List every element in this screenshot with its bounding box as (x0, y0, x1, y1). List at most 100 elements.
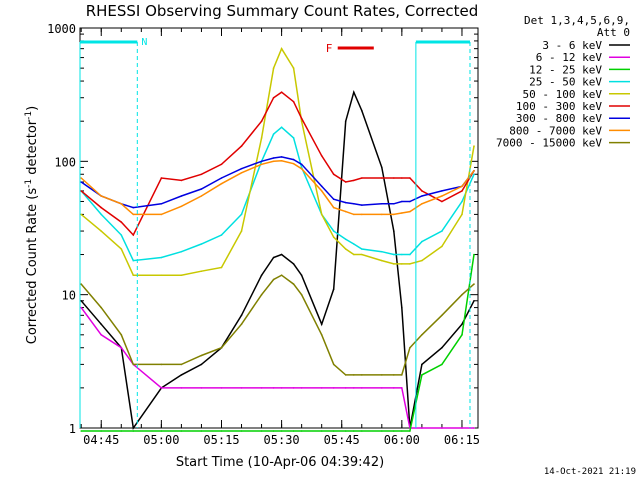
data-point (441, 314, 443, 317)
data-point (272, 133, 275, 135)
data-point (361, 109, 363, 112)
data-point (461, 185, 463, 188)
data-point (180, 430, 183, 432)
data-point (272, 387, 275, 389)
data-point (409, 346, 411, 349)
data-point (409, 430, 411, 432)
legend-entry-label: 7000 - 15000 keV (496, 137, 602, 150)
data-point (393, 387, 395, 389)
data-point (393, 177, 395, 179)
data-point (421, 195, 423, 197)
y-axis-label-sup1: -1 (24, 179, 34, 188)
data-point (260, 120, 263, 122)
data-point (441, 363, 443, 366)
legend-entry-label: 100 - 300 keV (516, 100, 602, 113)
data-point (292, 158, 295, 161)
data-point (120, 334, 123, 336)
data-point (132, 206, 135, 209)
data-point (344, 201, 347, 204)
data-point (180, 205, 183, 208)
data-point (100, 334, 102, 336)
data-point (332, 288, 335, 290)
data-point (421, 374, 423, 376)
data-point (80, 177, 82, 179)
data-point (300, 117, 303, 120)
data-point (401, 430, 403, 432)
legend-entry-label: 3 - 6 keV (542, 39, 602, 52)
data-point (292, 263, 295, 265)
data-point (332, 387, 335, 389)
data-point (320, 190, 323, 192)
data-point (100, 206, 102, 209)
data-point (473, 169, 475, 172)
data-point (381, 203, 383, 205)
data-point (280, 47, 283, 50)
data-point (320, 213, 323, 216)
data-point (272, 278, 275, 281)
data-point (473, 173, 475, 176)
data-point (132, 430, 135, 432)
data-point (320, 430, 323, 432)
data-point (132, 363, 135, 366)
x-tick-label: 05:45 (324, 433, 360, 447)
data-point (461, 190, 463, 192)
data-point (292, 387, 295, 389)
data-point (160, 363, 163, 366)
data-point (80, 306, 82, 309)
data-point (80, 190, 82, 192)
data-point (200, 195, 203, 197)
data-point (393, 203, 395, 205)
x-tick-label: 05:30 (264, 433, 300, 447)
data-point (393, 213, 395, 216)
data-point (272, 96, 275, 99)
legend-header: Det 1,3,4,5,6,9, (524, 14, 630, 27)
data-point (441, 230, 443, 232)
data-point (132, 427, 135, 429)
data-point (381, 213, 383, 216)
data-point (132, 259, 135, 262)
data-point (401, 177, 403, 179)
data-point (160, 256, 163, 259)
data-point (200, 387, 203, 389)
data-point (240, 387, 243, 389)
data-point (240, 323, 243, 326)
data-point (120, 346, 123, 349)
data-point (381, 166, 383, 169)
data-point (240, 167, 243, 170)
data-point (361, 387, 363, 389)
data-point (272, 256, 275, 259)
data-point (441, 200, 443, 203)
data-point (300, 120, 303, 122)
data-point (180, 274, 183, 277)
data-point (220, 182, 223, 185)
data-point (409, 210, 411, 213)
data-point (361, 177, 363, 179)
legend-header: Att 0 (597, 26, 630, 39)
data-point (200, 430, 203, 432)
y-tick-label: 10 (62, 289, 76, 303)
data-point (132, 234, 135, 236)
y-tick-label: 1000 (47, 22, 76, 36)
data-point (160, 274, 163, 277)
data-point (160, 203, 163, 205)
y-tick-label: 1 (69, 422, 76, 436)
flare-label: F (326, 42, 333, 55)
data-point (332, 173, 335, 176)
data-point (401, 200, 403, 203)
data-point (361, 374, 363, 376)
data-point (401, 387, 403, 389)
data-point (344, 430, 347, 432)
legend-entry-label: 6 - 12 keV (536, 51, 603, 64)
data-point (240, 172, 243, 174)
data-point (272, 67, 275, 69)
data-point (100, 306, 102, 309)
data-point (272, 160, 275, 163)
data-point (441, 190, 443, 192)
data-point (100, 213, 102, 216)
data-point (353, 243, 355, 245)
data-point (421, 334, 423, 336)
data-point (393, 430, 395, 432)
